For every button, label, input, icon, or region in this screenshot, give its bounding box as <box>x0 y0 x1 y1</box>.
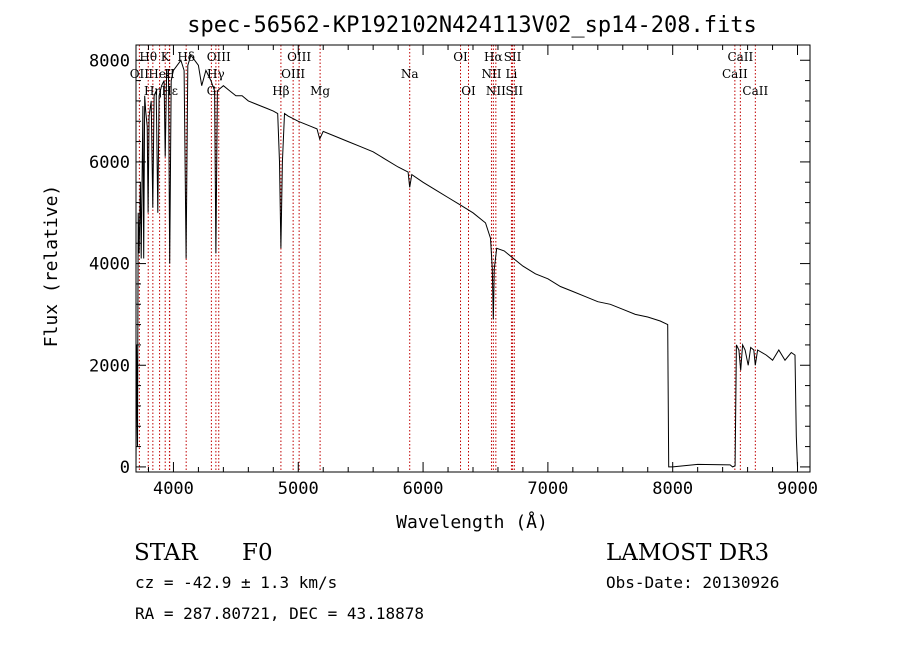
line-marker-label: NII <box>481 67 501 81</box>
line-marker-label: HeI <box>148 67 171 81</box>
x-axis-label: Wavelength (Å) <box>396 511 548 533</box>
line-marker-label: CaII <box>727 50 753 64</box>
y-tick-label: 2000 <box>89 356 130 376</box>
redshift-readout: cz = -42.9 ± 1.3 km/s <box>135 573 337 592</box>
line-marker-label: Hη <box>144 84 162 98</box>
line-marker-label: CaII <box>742 84 768 98</box>
line-marker-label: H <box>164 67 174 81</box>
chart-title: spec-56562-KP192102N424113V02_sp14-208.f… <box>187 13 757 38</box>
spectrum-line <box>135 54 798 468</box>
obs-date: Obs-Date: 20130926 <box>606 573 779 592</box>
line-marker-label: Hγ <box>207 67 225 81</box>
line-marker-label: Hα <box>484 50 503 64</box>
y-axis-label: Flux (relative) <box>41 185 62 348</box>
x-tick-label: 7000 <box>527 479 568 499</box>
line-marker-label: SII <box>504 50 522 64</box>
y-tick-label: 4000 <box>89 255 130 275</box>
line-marker-label: OII <box>130 67 150 81</box>
line-marker-label: Hε <box>161 84 178 98</box>
coordinates: RA = 287.80721, DEC = 43.18878 <box>135 604 424 623</box>
x-axis-ticks: 4000 5000 6000 7000 8000 9000 <box>147 45 818 499</box>
line-marker-label: OIII <box>207 50 231 64</box>
line-marker-label: Na <box>401 67 419 81</box>
x-tick-label: 5000 <box>278 479 319 499</box>
y-axis-ticks: 0 2000 4000 6000 8000 <box>89 51 810 478</box>
line-marker-label: SII <box>505 84 523 98</box>
x-tick-label: 6000 <box>403 479 444 499</box>
spectral-subclass: F0 <box>242 540 273 566</box>
line-marker-label: OIII <box>281 67 305 81</box>
x-tick-label: 9000 <box>777 479 818 499</box>
line-marker-label: OI <box>453 50 468 64</box>
line-marker-label: CaII <box>722 67 748 81</box>
object-class: STAR <box>134 540 198 566</box>
y-tick-label: 8000 <box>89 51 130 71</box>
y-tick-label: 6000 <box>89 153 130 173</box>
line-marker-label: Hθ <box>139 50 157 64</box>
line-marker-label: Hδ <box>177 50 195 64</box>
line-marker-label: Li <box>506 67 518 81</box>
y-tick-label: 0 <box>120 458 130 478</box>
plot-frame <box>135 44 811 473</box>
line-marker-labels: Hθ OII Hη K HeI Hε HδH OIII Hγ G OIII OIII Hβ Mg Na OI O… <box>130 50 769 98</box>
x-tick-label: 4000 <box>153 479 194 499</box>
line-marker-label: G <box>207 84 217 98</box>
line-markers <box>138 45 756 472</box>
line-marker-label: OIII <box>287 50 311 64</box>
line-marker-label: K <box>161 50 171 64</box>
line-marker-label: Mg <box>310 84 330 98</box>
line-marker-label: OI <box>461 84 476 98</box>
line-marker-label: NII <box>486 84 506 98</box>
line-marker-label: Hβ <box>272 84 289 98</box>
survey-name: LAMOST DR3 <box>606 540 769 566</box>
x-tick-label: 8000 <box>652 479 693 499</box>
